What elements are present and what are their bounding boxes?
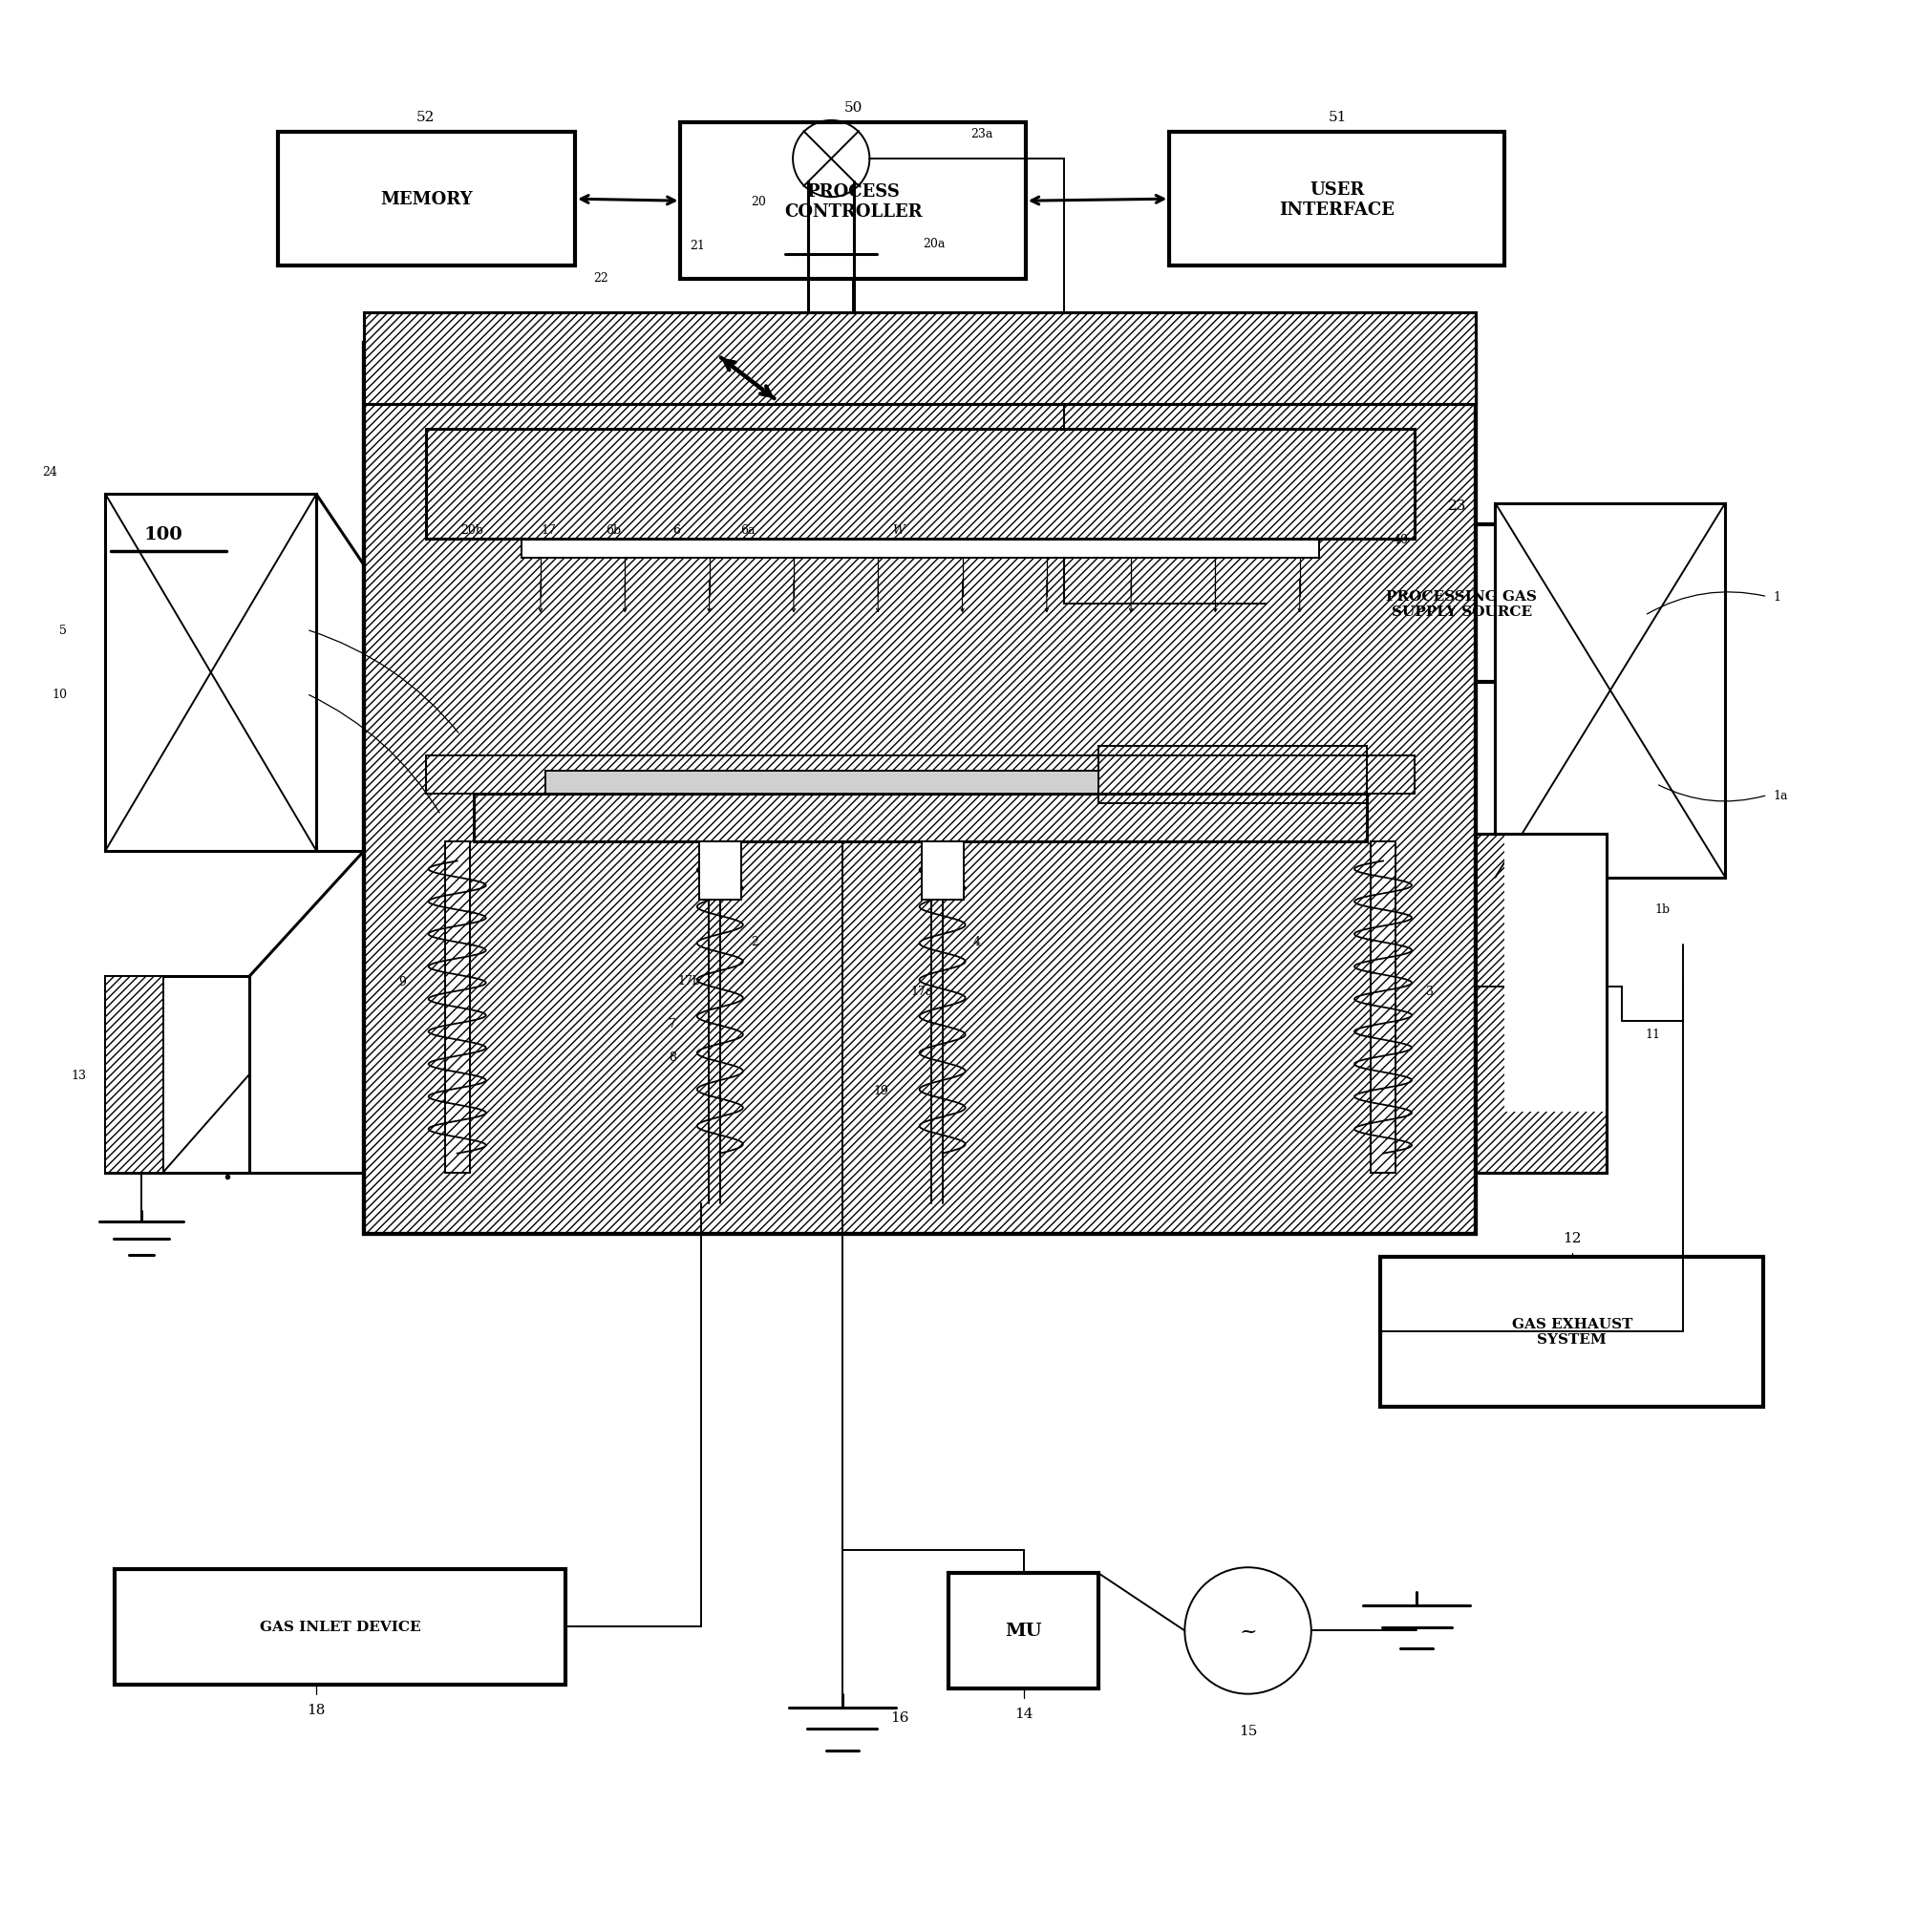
- Text: 24: 24: [42, 466, 58, 477]
- Bar: [521, 539, 1319, 558]
- Bar: [364, 344, 1476, 1235]
- Text: 1a: 1a: [1773, 790, 1789, 802]
- Text: 22: 22: [594, 272, 610, 284]
- Bar: [681, 124, 1026, 280]
- Text: MEMORY: MEMORY: [380, 191, 473, 209]
- Bar: [426, 344, 1415, 1173]
- Text: GAS EXHAUST
SYSTEM: GAS EXHAUST SYSTEM: [1513, 1318, 1631, 1347]
- Text: 51: 51: [1328, 110, 1348, 124]
- Text: 17: 17: [541, 524, 556, 537]
- Text: 4: 4: [974, 935, 982, 947]
- Bar: [700, 842, 742, 900]
- Bar: [1476, 835, 1606, 1173]
- Bar: [1169, 133, 1505, 267]
- Text: 3: 3: [1426, 985, 1434, 997]
- Text: 10: 10: [52, 688, 67, 701]
- Text: 6a: 6a: [740, 524, 755, 537]
- Text: 52: 52: [416, 110, 435, 124]
- Bar: [473, 794, 1367, 842]
- Text: 7: 7: [669, 1018, 677, 1030]
- Bar: [105, 495, 316, 852]
- Text: 2: 2: [751, 935, 759, 947]
- Text: 16: 16: [891, 1710, 909, 1723]
- Text: 13: 13: [71, 1068, 86, 1082]
- Text: PROCESS
CONTROLLER: PROCESS CONTROLLER: [784, 184, 922, 220]
- Text: 8: 8: [669, 1051, 677, 1063]
- Bar: [521, 539, 1319, 558]
- Text: GAS INLET DEVICE: GAS INLET DEVICE: [259, 1621, 422, 1634]
- Bar: [426, 429, 1415, 539]
- Text: 20b: 20b: [460, 524, 483, 537]
- Text: 17a: 17a: [911, 985, 934, 997]
- Bar: [1265, 526, 1658, 682]
- Text: 20a: 20a: [924, 238, 945, 249]
- Bar: [426, 755, 1415, 794]
- Text: 17b: 17b: [679, 976, 702, 987]
- Text: 40: 40: [1394, 533, 1409, 545]
- Text: 15: 15: [1238, 1723, 1258, 1737]
- Bar: [445, 842, 470, 1173]
- Bar: [1476, 835, 1606, 1173]
- Text: 9: 9: [399, 976, 406, 987]
- Bar: [426, 755, 1415, 794]
- Bar: [278, 133, 575, 267]
- Text: 5: 5: [59, 624, 67, 636]
- Text: 19: 19: [872, 1084, 888, 1097]
- Text: 1b: 1b: [1654, 902, 1670, 916]
- Text: W: W: [893, 524, 905, 537]
- Text: 21: 21: [690, 240, 705, 251]
- Bar: [1380, 1258, 1764, 1406]
- Text: USER
INTERFACE: USER INTERFACE: [1279, 182, 1396, 218]
- Text: 12: 12: [1562, 1231, 1582, 1244]
- Bar: [1495, 504, 1725, 877]
- Bar: [105, 978, 249, 1173]
- Text: 6b: 6b: [606, 524, 621, 537]
- Text: 100: 100: [144, 526, 182, 543]
- Bar: [1098, 746, 1367, 804]
- Bar: [1505, 835, 1606, 1111]
- Text: 11: 11: [1645, 1028, 1660, 1041]
- Text: 6: 6: [673, 524, 681, 537]
- Text: 23a: 23a: [970, 128, 993, 141]
- Bar: [1371, 842, 1396, 1173]
- Bar: [364, 344, 1476, 1235]
- Bar: [426, 429, 1415, 539]
- Bar: [364, 313, 1476, 404]
- Bar: [1098, 746, 1367, 804]
- Text: 20: 20: [751, 195, 767, 209]
- Text: 18: 18: [307, 1702, 326, 1716]
- Bar: [949, 1573, 1098, 1689]
- Text: ~: ~: [1238, 1621, 1258, 1642]
- Bar: [115, 1569, 566, 1685]
- Text: PROCESSING GAS
SUPPLY SOURCE: PROCESSING GAS SUPPLY SOURCE: [1386, 589, 1537, 618]
- Text: MU: MU: [1005, 1623, 1043, 1640]
- Bar: [922, 842, 964, 900]
- Text: 50: 50: [843, 100, 863, 114]
- Text: 14: 14: [1014, 1706, 1033, 1719]
- Text: 1: 1: [1773, 591, 1781, 603]
- Text: 23: 23: [1447, 500, 1467, 512]
- Bar: [473, 794, 1367, 842]
- Bar: [544, 771, 1098, 794]
- Bar: [105, 978, 163, 1173]
- Bar: [364, 313, 1476, 404]
